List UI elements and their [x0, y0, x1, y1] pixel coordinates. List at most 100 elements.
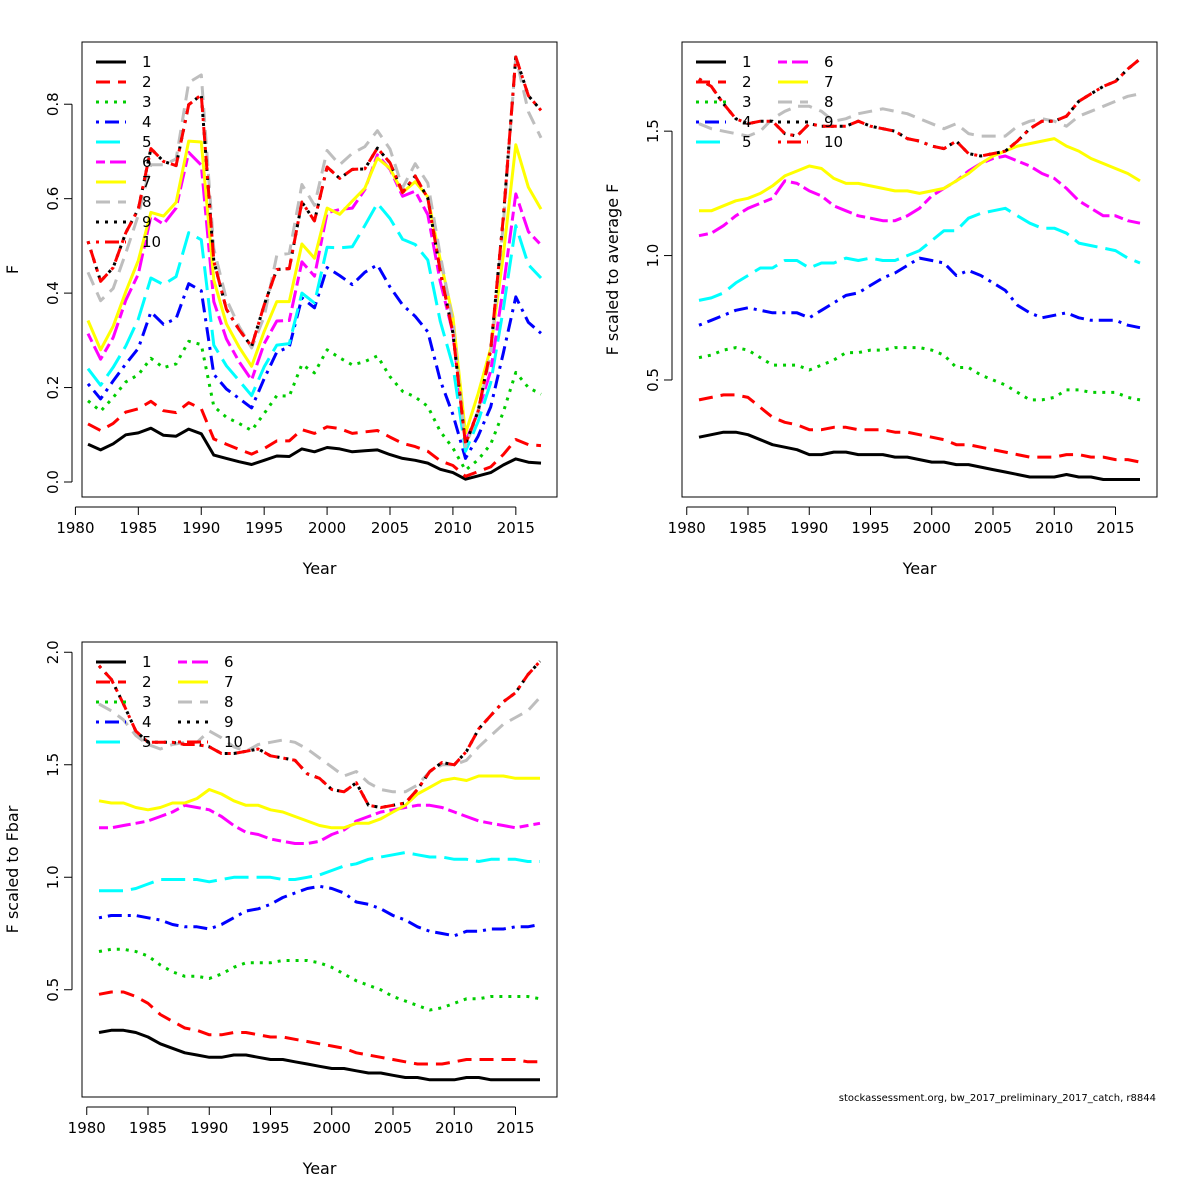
- legend-label-8: 8: [224, 693, 234, 711]
- chart-panel-1: 1980 1985 1990 1995 2000 2005 2010 20150.00.20.…: [3, 41, 558, 578]
- series-line-3: [98, 947, 541, 1012]
- legend-label-7: 7: [142, 173, 152, 191]
- series-line-7: [98, 774, 540, 830]
- legend-label-6: 6: [142, 153, 152, 171]
- series-line-5: [698, 206, 1141, 302]
- legend-label-3: 3: [742, 93, 752, 111]
- x-tick-label: 2010: [435, 1119, 473, 1137]
- series-line-10: [698, 57, 1141, 158]
- x-tick-label: 2010: [434, 519, 472, 537]
- legend-label-10: 10: [142, 233, 161, 251]
- y-tick-label: 1.0: [44, 865, 62, 889]
- series-line-6: [698, 154, 1141, 238]
- x-tick-label: 2010: [1035, 519, 1073, 537]
- y-tick-label: 0.6: [44, 187, 62, 211]
- legend-label-8: 8: [142, 193, 152, 211]
- legend-label-4: 4: [742, 113, 752, 131]
- legend-label-2: 2: [742, 73, 752, 91]
- series-line-1: [98, 1028, 540, 1082]
- series-line-6: [99, 803, 541, 845]
- series-line-6: [86, 150, 543, 444]
- x-tick-label: 2000: [913, 519, 951, 537]
- series-line-4: [98, 884, 541, 938]
- legend-label-6: 6: [824, 53, 834, 71]
- x-tick-label: 1980: [68, 1119, 106, 1137]
- x-tick-label: 2005: [974, 519, 1012, 537]
- y-tick-label: 1.5: [44, 753, 62, 777]
- legend-label-4: 4: [142, 113, 152, 131]
- legend-label-8: 8: [824, 93, 834, 111]
- x-axis-title: Year: [902, 559, 937, 578]
- x-tick-label: 1995: [251, 1119, 289, 1137]
- y-tick-label: 0.8: [44, 92, 62, 116]
- series-line-8: [98, 696, 542, 794]
- legend-label-1: 1: [142, 653, 152, 671]
- series-line-9: [97, 660, 542, 809]
- x-tick-label: 2005: [371, 519, 409, 537]
- series-lines: [86, 55, 543, 481]
- series-line-8: [86, 55, 543, 449]
- legend-label-1: 1: [742, 53, 752, 71]
- y-tick-label: 0.5: [44, 978, 62, 1002]
- series-line-10: [86, 55, 543, 446]
- series-lines: [97, 660, 542, 1082]
- series-line-4: [86, 263, 542, 460]
- series-line-5: [99, 851, 540, 893]
- x-tick-label: 2015: [1096, 519, 1134, 537]
- legend-label-3: 3: [142, 93, 152, 111]
- x-axis-title: Year: [302, 559, 337, 578]
- series-line-2: [698, 393, 1141, 464]
- legend-label-5: 5: [142, 733, 152, 751]
- legend-label-10: 10: [824, 133, 843, 151]
- x-tick-label: 2000: [313, 1119, 351, 1137]
- legend-label-10: 10: [224, 733, 243, 751]
- x-tick-label: 2015: [496, 1119, 534, 1137]
- legend-label-9: 9: [824, 113, 834, 131]
- legend-label-7: 7: [224, 673, 234, 691]
- x-tick-label: 1990: [790, 519, 828, 537]
- chart-panel-2: 1980 1 9 8 5 1990 1995 2000 2005 2010 2015 0.5 1.0 1.…: [603, 41, 1158, 578]
- series-line-7: [699, 137, 1141, 213]
- legend-label-3: 3: [142, 693, 152, 711]
- y-tick-label: 0.2: [44, 376, 62, 400]
- series-line-3: [698, 346, 1141, 402]
- legend-label-2: 2: [142, 673, 152, 691]
- legend: 1 2 3 4 5 6 7 8 9 10: [696, 53, 843, 151]
- x-tick-label: 1990: [190, 1119, 228, 1137]
- x-tick-label: 2005: [374, 1119, 412, 1137]
- series-line-10: [97, 660, 542, 809]
- x-tick-label: 2000: [308, 519, 346, 537]
- series-line-7: [86, 139, 543, 435]
- legend-label-6: 6: [224, 653, 234, 671]
- y-axis-title: F scaled to average F: [603, 184, 622, 356]
- y-tick-label: 2.0: [44, 640, 62, 664]
- y-tick-label: 0.5: [644, 368, 662, 392]
- series-line-1: [87, 426, 542, 481]
- y-axis-title: F: [3, 265, 22, 274]
- y-axis-title: F scaled to Fbar: [3, 805, 22, 933]
- x-tick-label: 1980: [668, 519, 706, 537]
- series-line-4: [698, 256, 1141, 330]
- series-line-2: [98, 990, 540, 1066]
- legend-label-4: 4: [142, 713, 152, 731]
- x-tick-label: 1995: [851, 519, 889, 537]
- y-tick-label: 1.5: [644, 119, 662, 143]
- chart-panel-3: 1980 1985 1990 1995 2000 2005 2010 20150.51.01.…: [3, 640, 558, 1178]
- series-line-1: [698, 430, 1140, 481]
- legend: 1 2 3 4 5 6 7 8 9 10: [96, 653, 243, 751]
- legend-label-9: 9: [224, 713, 234, 731]
- y-tick-label: 0.0: [44, 470, 62, 494]
- x-axis-title: Year: [302, 1159, 337, 1178]
- legend-label-9: 9: [142, 213, 152, 231]
- legend-label-5: 5: [142, 133, 152, 151]
- y-tick-label: 1.0: [644, 244, 662, 268]
- x-tick-label: 1980: [56, 519, 94, 537]
- x-tick-label: 1985: [129, 1119, 167, 1137]
- x-tick-label: 1990: [182, 519, 220, 537]
- x-tick-label: 1985: [119, 519, 157, 537]
- legend-label-5: 5: [742, 133, 752, 151]
- credit-text: stockassessment.org, bw_2017_preliminary…: [838, 1093, 1156, 1104]
- plot-frame: [81, 641, 558, 1098]
- series-line-2: [87, 399, 542, 478]
